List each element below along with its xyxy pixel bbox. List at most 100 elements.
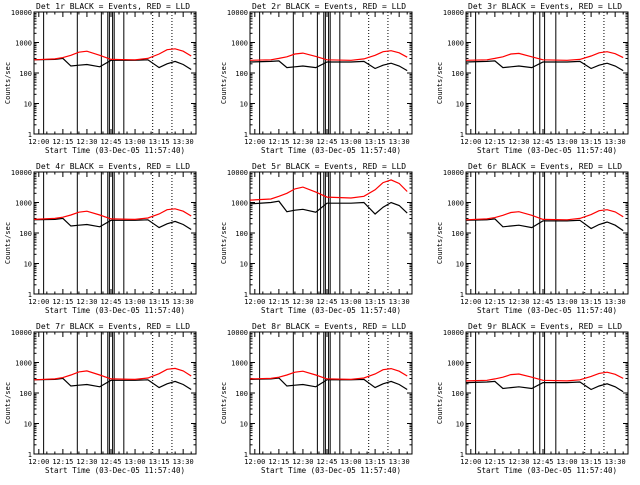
x-tick-label: 13:30 [605, 458, 626, 466]
x-axis-label: Start Time (03-Dec-05 11:57:40) [45, 146, 185, 155]
x-tick-label: 12:30 [508, 298, 529, 306]
series-line-lld [33, 208, 192, 221]
x-tick-label: 13:00 [341, 298, 362, 306]
series-line-events [249, 377, 408, 391]
x-tick-label: 12:45 [532, 298, 553, 306]
x-tick-label: 12:00 [460, 458, 481, 466]
y-axis-label: Counts/sec [220, 62, 228, 104]
chart-title: Det 9r BLACK = Events, RED = LLD [468, 322, 622, 331]
x-tick-label: 12:45 [532, 138, 553, 146]
y-tick-label: 1000 [447, 40, 464, 48]
y-tick-label: 100 [235, 230, 248, 238]
x-tick-label: 13:00 [341, 458, 362, 466]
series-line-lld [249, 50, 408, 61]
x-tick-label: 12:00 [28, 298, 49, 306]
y-tick-label: 10000 [227, 329, 248, 337]
series-line-events [33, 57, 192, 71]
x-tick-label: 13:15 [365, 298, 386, 306]
x-tick-label: 13:00 [341, 138, 362, 146]
x-tick-label: 13:00 [557, 138, 578, 146]
detector-panel: Det 6r BLACK = Events, RED = LLD 1 10 100 10… [436, 162, 629, 315]
y-tick-label: 100 [235, 390, 248, 398]
y-tick-label: 1000 [447, 360, 464, 368]
x-tick-label: 13:30 [605, 138, 626, 146]
x-tick-label: 12:15 [268, 458, 289, 466]
x-tick-label: 12:00 [28, 458, 49, 466]
x-tick-label: 13:00 [125, 458, 146, 466]
x-tick-label: 12:15 [268, 298, 289, 306]
x-tick-label: 12:00 [28, 138, 49, 146]
x-tick-label: 12:30 [508, 458, 529, 466]
detector-panel: Det 4r BLACK = Events, RED = LLD 1 10 100 10… [4, 162, 197, 315]
x-tick-label: 13:00 [557, 298, 578, 306]
detector-panel: Det 7r BLACK = Events, RED = LLD 1 10 100 10… [4, 322, 197, 475]
x-tick-label: 12:45 [316, 298, 337, 306]
x-tick-label: 12:45 [100, 458, 121, 466]
chart-title: Det 2r BLACK = Events, RED = LLD [252, 2, 406, 11]
x-tick-label: 12:00 [460, 138, 481, 146]
x-tick-label: 13:15 [365, 138, 386, 146]
x-axis-label: Start Time (03-Dec-05 11:57:40) [45, 466, 185, 475]
x-axis-label: Start Time (03-Dec-05 11:57:40) [261, 146, 401, 155]
y-tick-label: 1000 [15, 40, 32, 48]
y-tick-label: 100 [451, 390, 464, 398]
y-axis-label: Counts/sec [220, 222, 228, 264]
series-line-lld [33, 48, 192, 61]
series-line-lld [465, 51, 624, 61]
x-tick-label: 13:15 [581, 138, 602, 146]
x-tick-label: 12:15 [52, 458, 73, 466]
x-tick-label: 12:30 [292, 298, 313, 306]
y-tick-label: 10000 [11, 9, 32, 17]
x-tick-label: 13:30 [389, 138, 410, 146]
x-tick-label: 12:15 [268, 138, 289, 146]
y-tick-label: 1000 [15, 200, 32, 208]
detector-panel: Det 1r BLACK = Events, RED = LLD 1 10 100 10… [4, 2, 197, 155]
chart-title: Det 6r BLACK = Events, RED = LLD [468, 162, 622, 171]
y-tick-label: 100 [235, 70, 248, 78]
x-tick-label: 13:30 [173, 458, 194, 466]
x-tick-label: 13:15 [581, 458, 602, 466]
chart-title: Det 7r BLACK = Events, RED = LLD [36, 322, 190, 331]
detector-panel: Det 9r BLACK = Events, RED = LLD 1 10 100 10… [436, 322, 629, 475]
y-tick-label: 10000 [443, 169, 464, 177]
series-line-events [465, 218, 624, 232]
y-tick-label: 10 [240, 421, 248, 429]
y-tick-label: 10000 [11, 329, 32, 337]
series-line-events [465, 380, 624, 393]
y-tick-label: 10 [240, 261, 248, 269]
x-tick-label: 13:30 [173, 138, 194, 146]
series-line-events [465, 60, 624, 72]
x-tick-label: 12:30 [76, 298, 97, 306]
x-tick-label: 13:00 [557, 458, 578, 466]
y-tick-label: 1 [244, 291, 248, 299]
y-axis-label: Counts/sec [220, 382, 228, 424]
series-line-events [33, 377, 192, 391]
series-line-lld [249, 179, 408, 201]
y-tick-label: 10000 [227, 9, 248, 17]
x-tick-label: 12:30 [508, 138, 529, 146]
chart-title: Det 8r BLACK = Events, RED = LLD [252, 322, 406, 331]
x-tick-label: 12:15 [484, 298, 505, 306]
y-tick-label: 1 [460, 131, 464, 139]
x-tick-label: 13:15 [365, 458, 386, 466]
x-tick-label: 13:30 [389, 458, 410, 466]
x-tick-label: 13:15 [149, 458, 170, 466]
y-tick-label: 10 [456, 421, 464, 429]
y-tick-label: 10 [456, 101, 464, 109]
x-tick-label: 12:00 [244, 298, 265, 306]
x-tick-label: 13:00 [125, 138, 146, 146]
y-tick-label: 10 [240, 101, 248, 109]
y-tick-label: 1 [28, 451, 32, 459]
x-tick-label: 12:45 [532, 458, 553, 466]
x-tick-label: 12:30 [292, 138, 313, 146]
chart-title: Det 4r BLACK = Events, RED = LLD [36, 162, 190, 171]
y-tick-label: 10000 [443, 329, 464, 337]
detector-panel: Det 3r BLACK = Events, RED = LLD 1 10 100 10… [436, 2, 629, 155]
y-tick-label: 100 [19, 390, 32, 398]
y-tick-label: 1 [28, 291, 32, 299]
x-axis-label: Start Time (03-Dec-05 11:57:40) [261, 306, 401, 315]
x-tick-label: 13:15 [149, 298, 170, 306]
x-tick-label: 12:15 [52, 298, 73, 306]
x-tick-label: 13:30 [605, 298, 626, 306]
